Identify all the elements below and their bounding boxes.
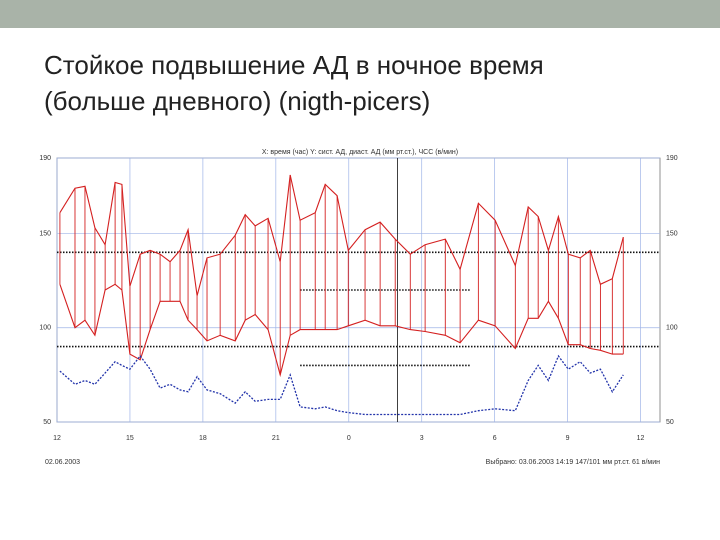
slide-title: (больше дневного) (nigth-picers) xyxy=(44,86,431,116)
y-tick-label: 150 xyxy=(39,230,51,237)
header-bar xyxy=(0,0,720,28)
y-tick-label: 190 xyxy=(39,155,51,162)
y-tick-label: 50 xyxy=(43,419,51,426)
x-tick-label: 12 xyxy=(53,435,61,442)
y2-tick-label: 190 xyxy=(666,155,678,162)
x-tick-label: 9 xyxy=(566,435,570,442)
x-tick-label: 15 xyxy=(126,435,134,442)
y-tick-label: 100 xyxy=(39,325,51,332)
selection-label: Выбрано: 03.06.2003 14:19 147/101 мм рт.… xyxy=(486,458,660,466)
series-line xyxy=(59,354,624,416)
chart-header: X: время (час) Y: сист. АД, диаст. АД (м… xyxy=(262,149,458,156)
y2-tick-label: 100 xyxy=(666,325,678,332)
x-tick-label: 12 xyxy=(637,435,645,442)
x-tick-label: 6 xyxy=(493,435,497,442)
slide-title: Стойкое подвышение АД в ночное время xyxy=(44,50,544,80)
date-label: 02.06.2003 xyxy=(45,459,80,466)
x-tick-label: 21 xyxy=(272,435,280,442)
y2-tick-label: 50 xyxy=(666,419,674,426)
y2-tick-label: 150 xyxy=(666,230,678,237)
series-line xyxy=(59,174,624,296)
x-tick-label: 18 xyxy=(199,435,207,442)
series-line xyxy=(59,283,624,378)
x-tick-label: 0 xyxy=(347,435,351,442)
x-tick-label: 3 xyxy=(420,435,424,442)
